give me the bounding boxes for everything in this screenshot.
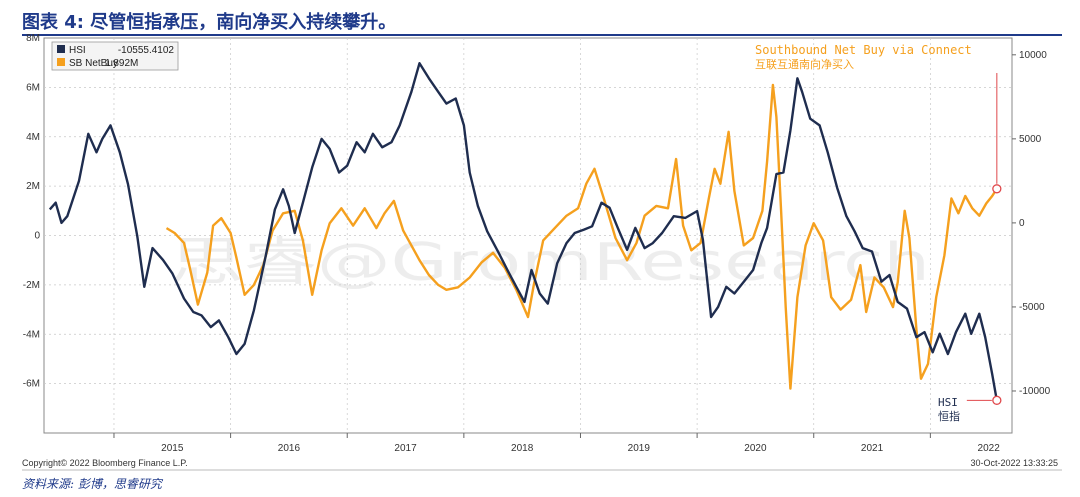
figure-title: 图表 4: 尽管恒指承压，南向净买入持续攀升。 bbox=[22, 12, 397, 33]
legend-label-sb: SB NetBuy bbox=[69, 58, 118, 69]
legend-swatch-hsi bbox=[57, 45, 65, 53]
legend-label-hsi: HSI bbox=[69, 45, 86, 56]
left-axis-ticks: 8M 6M 4M 2M 0 -2M -4M -6M bbox=[23, 33, 41, 390]
right-tick-label: 5000 bbox=[1019, 134, 1042, 145]
annotation-sb-chinese: 互联互通南向净买入 bbox=[755, 57, 854, 71]
series-layer bbox=[48, 62, 998, 401]
legend: HSI -10555.4102 SB NetBuy 1.892M bbox=[51, 41, 179, 71]
chart-timestamp: 30-Oct-2022 13:33:25 bbox=[970, 458, 1058, 468]
left-tick-label: -4M bbox=[23, 329, 40, 340]
copyright-text: Copyright© 2022 Bloomberg Finance L.P. bbox=[22, 458, 188, 468]
end-markers bbox=[966, 73, 1002, 405]
vertical-gridlines bbox=[113, 38, 931, 433]
x-tick-label: 2021 bbox=[861, 443, 884, 454]
x-tick-label: 2016 bbox=[278, 443, 301, 454]
annotation-sb-english: Southbound Net Buy via Connect bbox=[755, 43, 972, 57]
left-tick-label: -6M bbox=[23, 379, 40, 390]
sb-netbuy-line bbox=[165, 83, 998, 390]
legend-value-sb: 1.892M bbox=[105, 58, 138, 69]
left-tick-label: -2M bbox=[23, 280, 40, 291]
left-tick-label: 0 bbox=[34, 231, 40, 242]
sb-end-marker bbox=[992, 184, 1002, 194]
horizontal-gridlines bbox=[44, 87, 1012, 384]
x-tick-label: 2015 bbox=[161, 443, 184, 454]
left-tick-label: 6M bbox=[26, 82, 40, 93]
watermark: 思睿@GromResearch bbox=[170, 233, 930, 293]
x-axis-ticks: 2015 2016 2017 2018 2019 2020 2021 2022 bbox=[113, 433, 1001, 454]
legend-box bbox=[51, 41, 179, 71]
x-tick-label: 2017 bbox=[394, 443, 417, 454]
annotation-hsi-chinese: 恒指 bbox=[938, 409, 960, 423]
right-tick-label: -5000 bbox=[1019, 302, 1045, 313]
title-divider bbox=[22, 34, 1062, 36]
right-tick-label: 10000 bbox=[1019, 50, 1047, 61]
x-tick-label: 2019 bbox=[628, 443, 651, 454]
x-tick-label: 2022 bbox=[978, 443, 1001, 454]
legend-swatch-sb bbox=[57, 58, 65, 66]
annotation-hsi-english: HSI bbox=[938, 396, 958, 409]
left-tick-label: 4M bbox=[26, 132, 40, 143]
hsi-end-marker bbox=[992, 395, 1002, 405]
hsi-line bbox=[48, 62, 998, 401]
left-tick-label: 8M bbox=[26, 33, 40, 44]
right-axis-ticks: 10000 5000 0 -5000 -10000 bbox=[1012, 50, 1051, 397]
x-tick-label: 2020 bbox=[744, 443, 767, 454]
left-tick-label: 2M bbox=[26, 181, 40, 192]
legend-value-hsi: -10555.4102 bbox=[118, 45, 175, 56]
source-note: 资料来源: 彭博，思睿研究 bbox=[22, 477, 162, 491]
right-tick-label: -10000 bbox=[1019, 386, 1051, 397]
right-tick-label: 0 bbox=[1019, 218, 1025, 229]
x-tick-label: 2018 bbox=[511, 443, 534, 454]
